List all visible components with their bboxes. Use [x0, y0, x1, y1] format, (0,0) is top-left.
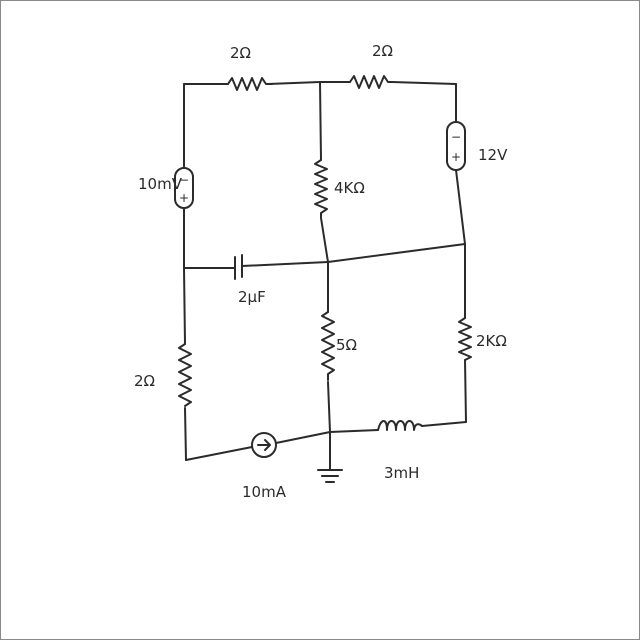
resistor-mid-lower — [321, 311, 335, 381]
wire-right-bottom — [464, 359, 467, 423]
label-capacitor: 2μF — [238, 288, 266, 306]
label-r-top-left: 2Ω — [230, 44, 251, 62]
wire-bottom-right-b — [421, 421, 467, 427]
wire-top-left-b — [267, 81, 321, 85]
label-r-left-lower: 2Ω — [134, 372, 155, 390]
current-source — [251, 432, 277, 458]
ground-symbol — [317, 469, 343, 483]
resistor-top-right — [349, 75, 393, 89]
label-r-mid-lower: 5Ω — [336, 336, 357, 354]
label-v-left: 10mV — [138, 175, 183, 193]
wire-horizontal-center-right — [327, 243, 466, 263]
resistor-right-lower — [458, 317, 472, 361]
plus-sign: + — [179, 191, 189, 205]
label-r-right-lower: 2KΩ — [476, 332, 507, 350]
resistor-left-lower — [178, 343, 192, 407]
wire-mid-bottom — [327, 381, 331, 433]
label-current-source: 10mA — [242, 483, 287, 501]
wire-left-bottom — [184, 407, 187, 461]
minus-sign: − — [179, 173, 189, 187]
voltage-source-left: − + — [174, 167, 194, 209]
resistor-mid-upper — [314, 159, 328, 218]
wire-bottom-right-a — [329, 429, 379, 433]
label-r-mid-upper: 4KΩ — [334, 179, 365, 197]
wire-left-lower — [183, 267, 186, 345]
label-r-top-right: 2Ω — [372, 42, 393, 60]
voltage-source-right: − + — [446, 121, 466, 171]
wire-top-right-b — [391, 81, 457, 85]
plus-sign: + — [451, 150, 461, 164]
wire-right-mid — [455, 169, 466, 245]
wire-horizontal-cap-right — [241, 261, 329, 267]
label-inductor: 3mH — [384, 464, 419, 482]
wire-bottom-left — [185, 446, 253, 461]
wire-mid-center — [320, 217, 329, 263]
inductor-symbol — [377, 420, 423, 431]
wire-bottom-mid — [275, 431, 331, 444]
minus-sign: − — [451, 130, 461, 144]
wires — [183, 81, 467, 471]
capacitor-symbol — [234, 254, 243, 280]
label-v-right: 12V — [478, 146, 508, 164]
resistor-top-left — [227, 77, 273, 91]
wire-mid-top — [319, 81, 322, 161]
